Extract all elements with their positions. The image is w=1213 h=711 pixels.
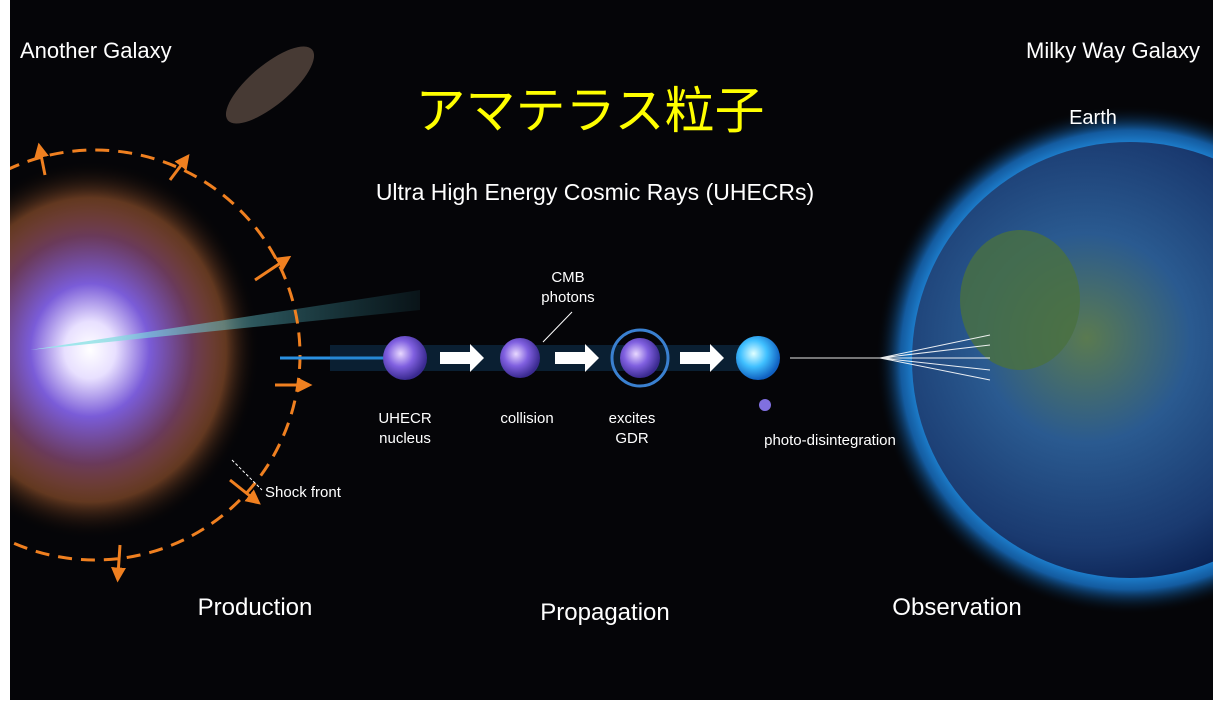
step-label: GDR	[615, 430, 649, 447]
title: アマテラス粒子	[416, 82, 765, 140]
left-label: Another Galaxy	[20, 38, 172, 63]
right-label: Milky Way Galaxy	[1026, 38, 1200, 63]
step-label: photo-disintegration	[764, 432, 896, 449]
particles	[383, 328, 780, 411]
step-label: nucleus	[379, 430, 431, 447]
shock-front-label: Shock front	[265, 484, 342, 501]
step-label: collision	[500, 410, 553, 427]
subtitle: Ultra High Energy Cosmic Rays (UHECRs)	[376, 179, 814, 205]
step-label: UHECR	[378, 410, 432, 427]
step-label: excites	[609, 410, 656, 427]
stage-label: Propagation	[540, 599, 669, 626]
stage-label: Observation	[892, 594, 1021, 621]
cmb-label: photons	[541, 289, 594, 306]
cmb-label: CMB	[551, 269, 584, 286]
earth-label: Earth	[1069, 107, 1117, 129]
stage-label: Production	[198, 594, 313, 621]
